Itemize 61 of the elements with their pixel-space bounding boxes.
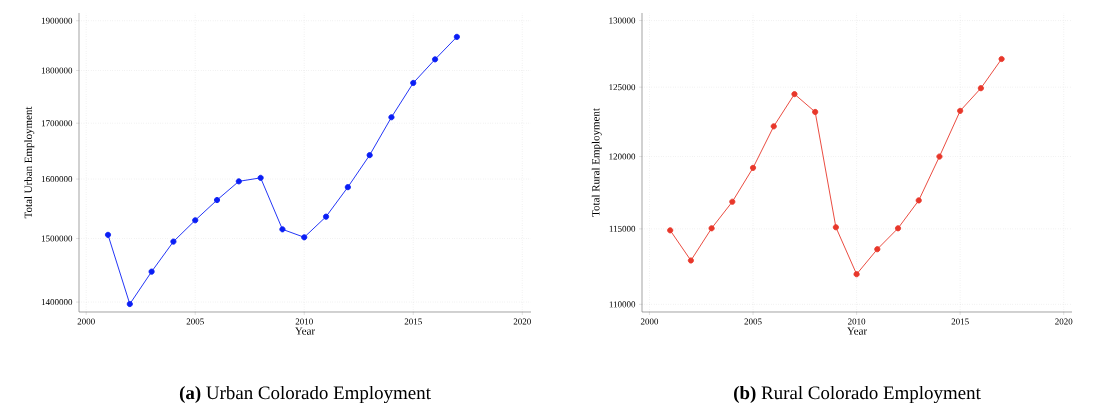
y-axis-title: Total Rural Employment — [591, 108, 602, 217]
point — [322, 213, 330, 220]
point — [770, 123, 777, 130]
y-axis-title: Total Urban Employment — [24, 106, 35, 219]
text: (a) Urban Colorado Employment — [179, 385, 431, 404]
y-tick-label: 1500000 — [41, 235, 73, 242]
point — [791, 91, 798, 98]
x-tick-label: 2020 — [513, 318, 531, 325]
y-tick-label: 1700000 — [41, 120, 73, 127]
point — [853, 271, 860, 278]
y-tick-label: 120000 — [609, 153, 636, 160]
point — [708, 225, 715, 232]
point — [170, 238, 177, 245]
x-axis-title: Year — [295, 327, 315, 335]
point — [915, 197, 922, 204]
y-tick-label: 110000 — [609, 301, 636, 308]
point — [998, 55, 1005, 63]
point — [213, 196, 221, 204]
point — [257, 174, 264, 181]
point — [729, 198, 736, 205]
point — [687, 257, 694, 264]
y-tick-label: 130000 — [609, 17, 636, 24]
point — [936, 153, 943, 160]
point — [235, 178, 242, 185]
x-tick-label: 2000 — [77, 318, 95, 325]
point — [812, 108, 819, 116]
point — [432, 56, 439, 63]
x-tick-label: 2015 — [951, 318, 969, 325]
point — [279, 226, 286, 233]
point — [410, 79, 417, 87]
point — [301, 234, 308, 241]
point — [148, 268, 155, 275]
x-tick-label: 2000 — [640, 318, 659, 325]
point — [388, 114, 395, 121]
x-tick-label: 2020 — [1055, 318, 1073, 325]
x-tick-label: 2010 — [295, 318, 313, 325]
y-tick-label: 1900000 — [41, 17, 73, 24]
point — [832, 224, 839, 231]
x-tick-label: 2010 — [848, 318, 866, 325]
point — [104, 231, 112, 238]
text: (b) Rural Colorado Employment — [734, 385, 981, 404]
y-tick-label: 125000 — [609, 84, 636, 91]
point — [126, 300, 133, 308]
point — [192, 217, 199, 224]
point — [344, 184, 351, 191]
point — [667, 227, 674, 234]
x-tick-label: 2005 — [186, 318, 204, 325]
point — [977, 85, 984, 92]
y-tick-label: 115000 — [609, 225, 636, 232]
point — [366, 152, 373, 159]
y-tick-label: 1400000 — [41, 299, 73, 306]
point — [894, 225, 902, 232]
point — [874, 246, 881, 253]
x-axis-title: Year — [847, 327, 868, 335]
point — [957, 107, 964, 114]
y-tick-label: 1800000 — [41, 67, 73, 74]
x-tick-label: 2005 — [744, 318, 762, 325]
point — [749, 164, 757, 171]
y-tick-label: 1600000 — [41, 176, 73, 183]
x-tick-label: 2015 — [404, 318, 422, 325]
point — [453, 33, 460, 40]
